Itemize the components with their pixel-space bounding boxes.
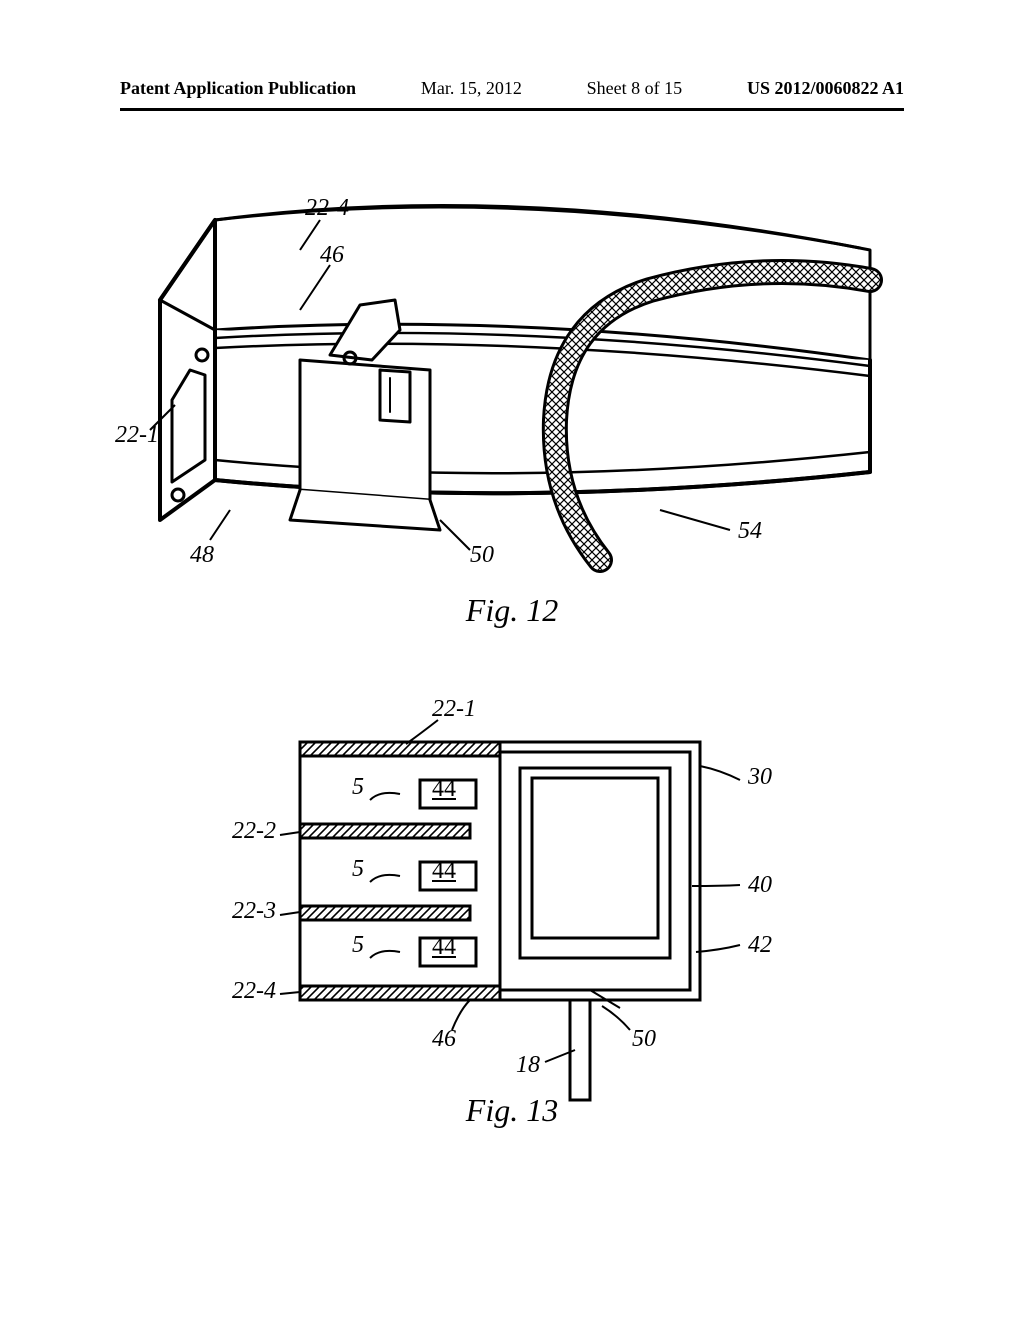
ref-22-4: 22-4 <box>305 195 349 222</box>
figure-12: 22-4 46 22-1 48 50 54 Fig. 12 <box>0 160 1024 620</box>
publication-type: Patent Application Publication <box>120 78 356 99</box>
ref13-30: 30 <box>748 764 772 791</box>
figure-12-drawing <box>0 160 1024 580</box>
ref13-5a: 5 <box>352 774 364 801</box>
publication-date: Mar. 15, 2012 <box>421 78 522 99</box>
ref13-5c: 5 <box>352 932 364 959</box>
ref13-22-3: 22-3 <box>232 898 276 925</box>
ref13-44a: 44 <box>432 776 456 803</box>
figure-13-caption: Fig. 13 <box>0 1092 1024 1129</box>
figure-12-caption: Fig. 12 <box>0 592 1024 629</box>
ref13-40: 40 <box>748 872 772 899</box>
ref13-42: 42 <box>748 932 772 959</box>
ref13-18: 18 <box>516 1052 540 1079</box>
figure-13: 22-1 22-2 22-3 22-4 5 5 5 44 44 44 30 40… <box>0 690 1024 1170</box>
ref13-22-4: 22-4 <box>232 978 276 1005</box>
ref13-46: 46 <box>432 1026 456 1053</box>
header-rule <box>120 108 904 111</box>
ref-50: 50 <box>470 542 494 569</box>
ref13-44c: 44 <box>432 934 456 961</box>
page-header: Patent Application Publication Mar. 15, … <box>0 78 1024 99</box>
ref13-22-2: 22-2 <box>232 818 276 845</box>
ref-22-1: 22-1 <box>115 422 159 449</box>
figure-13-drawing <box>0 690 1024 1110</box>
ref-54: 54 <box>738 518 762 545</box>
ref-46: 46 <box>320 242 344 269</box>
ref13-22-1: 22-1 <box>432 696 476 723</box>
ref-48: 48 <box>190 542 214 569</box>
publication-number: US 2012/0060822 A1 <box>747 78 904 99</box>
ref13-50: 50 <box>632 1026 656 1053</box>
sheet-number: Sheet 8 of 15 <box>587 78 682 99</box>
ref13-44b: 44 <box>432 858 456 885</box>
ref13-5b: 5 <box>352 856 364 883</box>
